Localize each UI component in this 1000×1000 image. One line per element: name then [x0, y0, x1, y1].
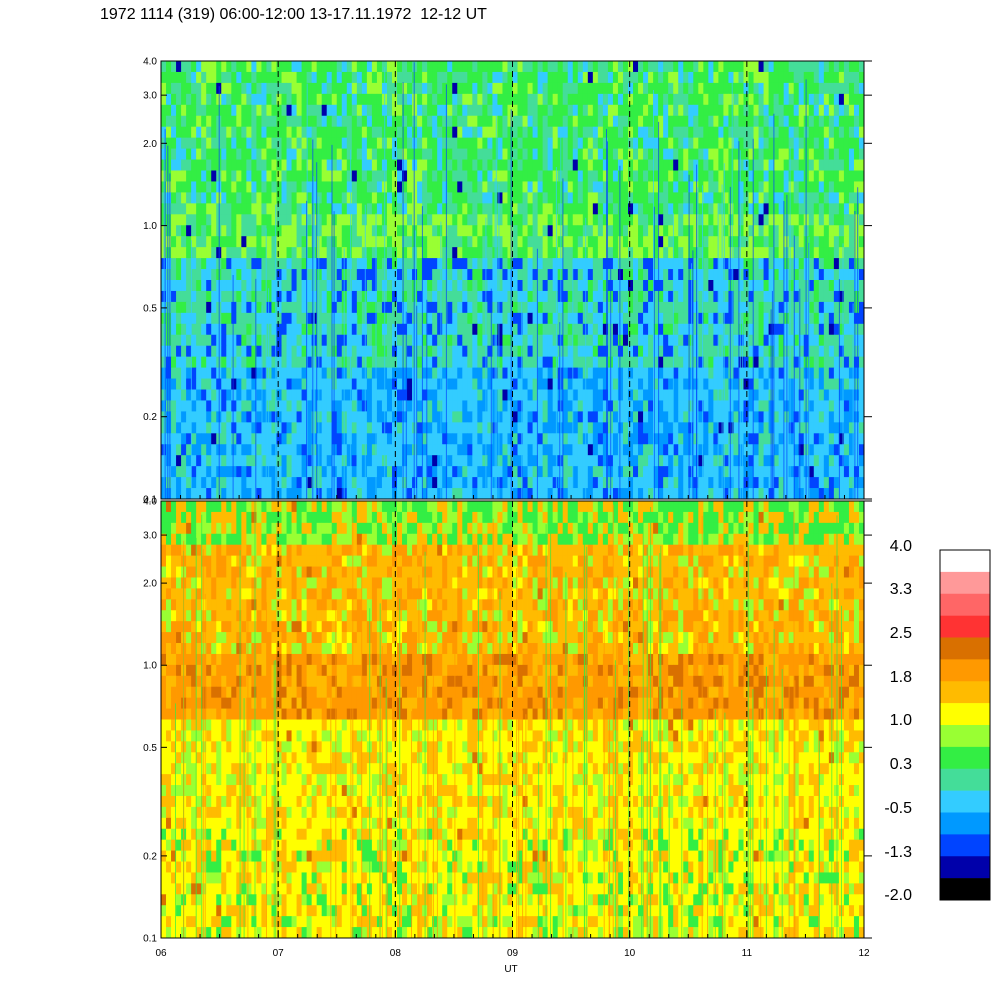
panel-lower: 0.1 0.2 0.5 1.0 2.0 3.0 4.0	[143, 497, 872, 945]
colorbar-tick-label: 2.5	[890, 625, 912, 642]
x-tick-label: 07	[273, 948, 285, 959]
y-tick-label: 1.0	[143, 661, 157, 672]
colorbar-tick-label: -1.3	[884, 844, 912, 861]
colorbar-segment	[940, 593, 990, 616]
colorbar-segment	[940, 878, 990, 901]
x-tick-label: 10	[624, 948, 636, 959]
y-tick-label: 2.0	[143, 579, 157, 590]
colorbar-segment	[940, 571, 990, 595]
colorbar-tick-label: 4.0	[890, 538, 912, 555]
colorbar-segment	[940, 746, 990, 770]
panels: 0.10.20.51.02.03.04.00.10.20.51.02.03.04…	[143, 57, 872, 945]
colorbar-segment	[940, 550, 990, 573]
colorbar-segment	[940, 856, 990, 879]
colorbar-segment	[940, 790, 990, 813]
colorbar-segment	[940, 725, 990, 748]
colorbar-segment	[940, 768, 990, 791]
x-tick-label: 12	[858, 948, 870, 959]
x-tick-label: 09	[507, 948, 519, 959]
y-tick-label: 0.5	[143, 303, 157, 314]
colorbar: 4.0 3.3 2.5 1.8 1.0 0.3 -0.5 -1.3 -2.0	[884, 538, 991, 904]
colorbar-tick-label: -0.5	[884, 800, 912, 817]
colorbar-segment	[940, 681, 990, 704]
chart-title: 1972 1114 (319) 06:00-12:00 13-17.11.197…	[100, 6, 487, 23]
x-tick-label: 06	[155, 948, 167, 959]
y-tick-label: 0.1	[143, 934, 157, 945]
y-tick-label: 0.5	[143, 743, 157, 754]
colorbar-segment	[940, 615, 990, 638]
colorbar-segment	[940, 703, 990, 726]
colorbar-tick-label: 0.3	[890, 756, 912, 773]
panel-upper: 0.1 0.2 0.5 1.0 2.0 3.0 4.0	[143, 57, 872, 506]
spectrogram-texture	[161, 61, 865, 500]
y-tick-label: 1.0	[143, 221, 157, 232]
colorbar-segment	[940, 659, 990, 682]
y-tick-label: 3.0	[143, 91, 157, 102]
y-tick-label: 3.0	[143, 531, 157, 542]
colorbar-tick-label: -2.0	[884, 887, 912, 904]
y-tick-label: 0.2	[143, 851, 157, 862]
colorbar-segment	[940, 834, 990, 857]
y-tick-label: 4.0	[143, 497, 157, 508]
y-tick-label: 0.1	[143, 495, 157, 506]
colorbar-segment	[940, 637, 990, 660]
x-tick-label: 11	[742, 948, 753, 959]
y-tick-label: 2.0	[143, 139, 157, 150]
y-tick-label: 4.0	[143, 57, 157, 68]
colorbar-tick-label: 3.3	[890, 581, 912, 598]
colorbar-frame	[939, 549, 991, 901]
y-tick-label: 0.2	[143, 412, 157, 423]
colorbar-segment	[940, 812, 990, 835]
x-tick-label: 08	[390, 948, 402, 959]
spectrogram-texture	[161, 501, 865, 939]
x-axis-label: UT	[504, 964, 517, 975]
colorbar-tick-label: 1.8	[890, 669, 912, 686]
colorbar-tick-label: 1.0	[890, 712, 912, 729]
